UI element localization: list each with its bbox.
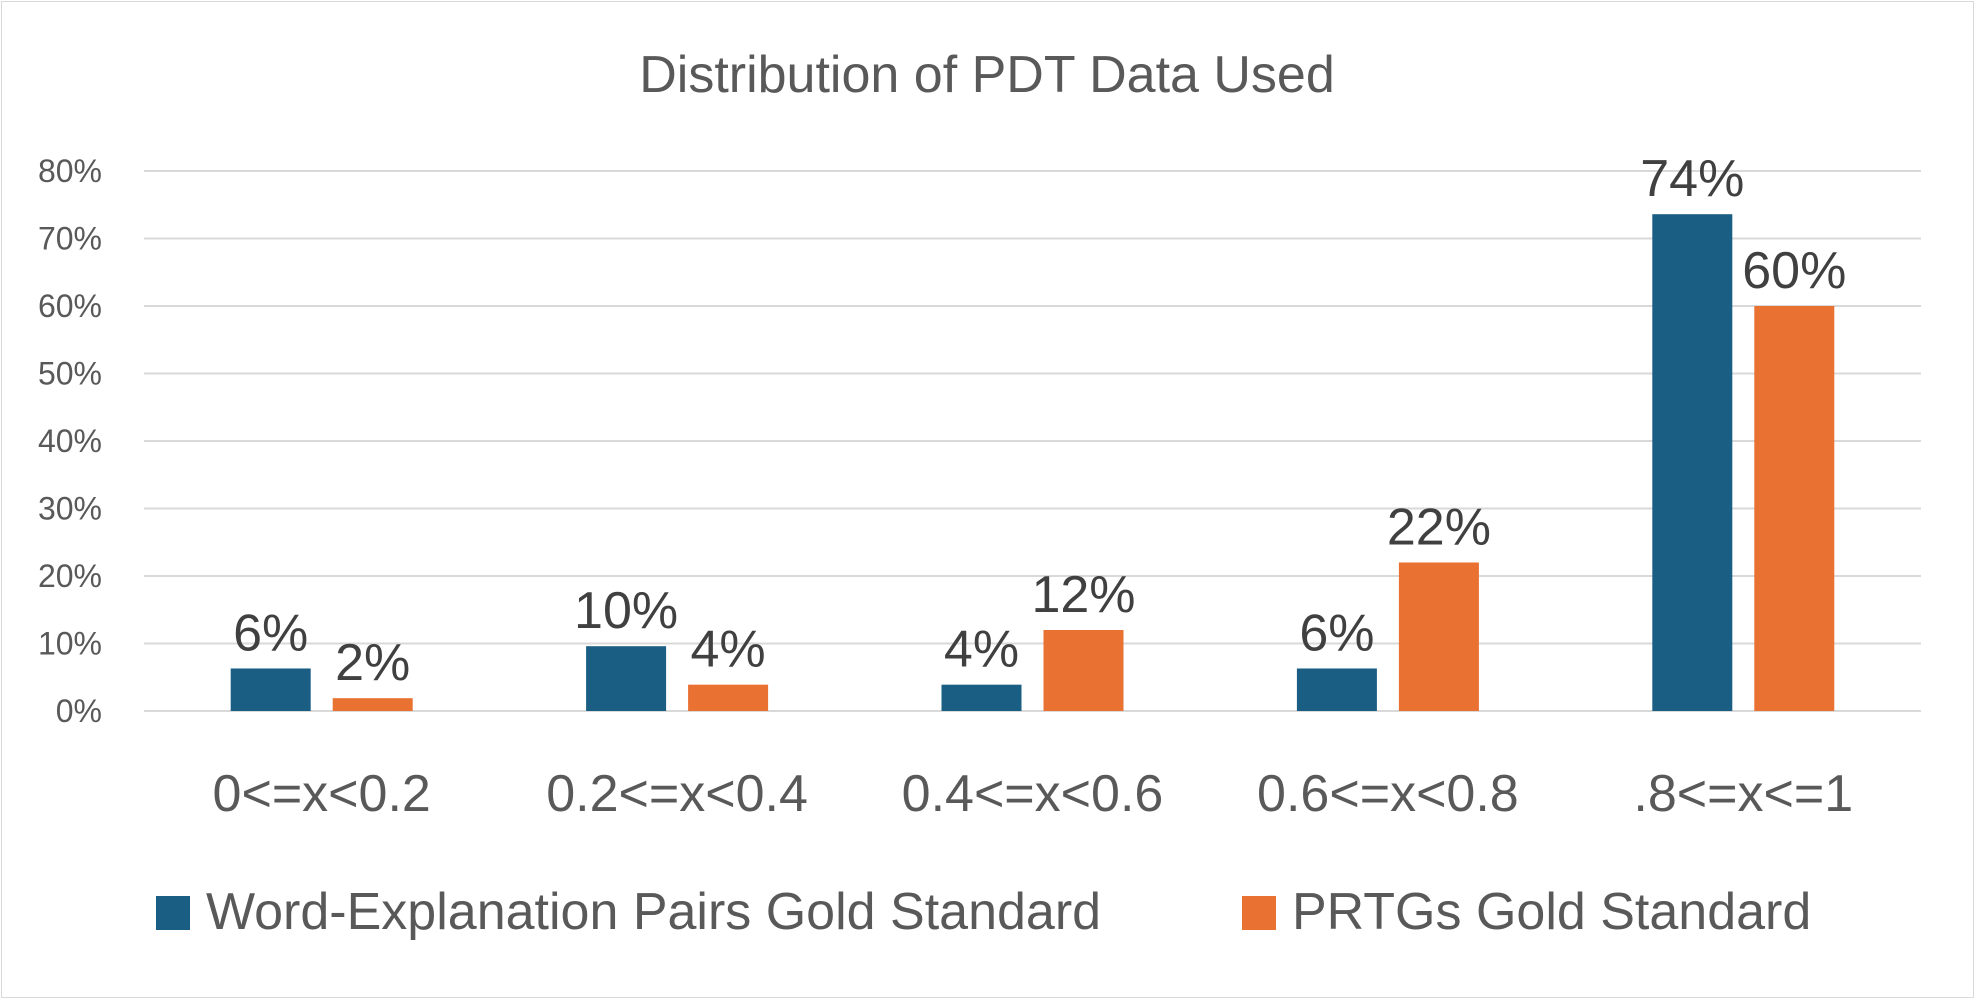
data-label: 60% — [1742, 242, 1846, 300]
bar-word-explanation-3 — [1296, 668, 1377, 711]
gridlines — [144, 170, 1921, 712]
legend-swatch — [1242, 896, 1276, 930]
x-tick-label: 0<=x<0.2 — [213, 765, 431, 823]
data-label: 74% — [1640, 150, 1744, 208]
data-label: 6% — [233, 604, 308, 662]
bar-prtgs-2 — [1043, 630, 1124, 711]
bar-prtgs-4 — [1754, 306, 1835, 711]
legend: Word-Explanation Pairs Gold Standard PRTG… — [156, 883, 1811, 941]
y-tick-label: 0% — [56, 693, 102, 729]
y-tick-label: 60% — [38, 288, 102, 324]
bar-word-explanation-0 — [230, 668, 311, 711]
x-tick-label: 0.2<=x<0.4 — [546, 765, 808, 823]
bar-word-explanation-2 — [941, 684, 1022, 711]
bar-word-explanation-1 — [586, 646, 667, 711]
y-tick-label: 50% — [38, 356, 102, 392]
data-label: 2% — [335, 634, 410, 692]
y-tick-label: 80% — [38, 153, 102, 189]
bar-word-explanation-4 — [1652, 214, 1733, 711]
data-label: 10% — [574, 582, 678, 640]
y-tick-label: 40% — [38, 423, 102, 459]
y-tick-label: 30% — [38, 491, 102, 527]
data-label: 4% — [944, 621, 1019, 679]
bar-prtgs-1 — [688, 684, 769, 711]
data-label: 6% — [1299, 604, 1374, 662]
chart-title: Distribution of PDT Data Used — [639, 46, 1335, 104]
legend-label: Word-Explanation Pairs Gold Standard — [206, 883, 1101, 941]
data-label: 12% — [1031, 566, 1135, 624]
x-tick-label: 0.4<=x<0.6 — [902, 765, 1164, 823]
bars — [230, 214, 1835, 711]
y-axis-ticks: 0% 10% 20% 30% 40% 50% 60% 70% 80% — [38, 153, 102, 729]
x-tick-label: .8<=x<=1 — [1633, 765, 1853, 823]
x-tick-label: 0.6<=x<0.8 — [1257, 765, 1519, 823]
y-tick-label: 20% — [38, 558, 102, 594]
x-axis-ticks: 0<=x<0.2 0.2<=x<0.4 0.4<=x<0.6 0.6<=x<0.8 .8… — [213, 765, 1854, 823]
bar-prtgs-0 — [332, 698, 413, 711]
legend-label: PRTGs Gold Standard — [1292, 883, 1811, 941]
y-tick-label: 70% — [38, 221, 102, 257]
data-labels: 6%2%10%4% 4%12%6%22%74%60% — [233, 150, 1846, 692]
y-tick-label: 10% — [38, 626, 102, 662]
data-label: 22% — [1387, 499, 1491, 557]
bar-prtgs-3 — [1398, 562, 1479, 711]
data-label: 4% — [691, 621, 766, 679]
legend-swatch — [156, 896, 190, 930]
